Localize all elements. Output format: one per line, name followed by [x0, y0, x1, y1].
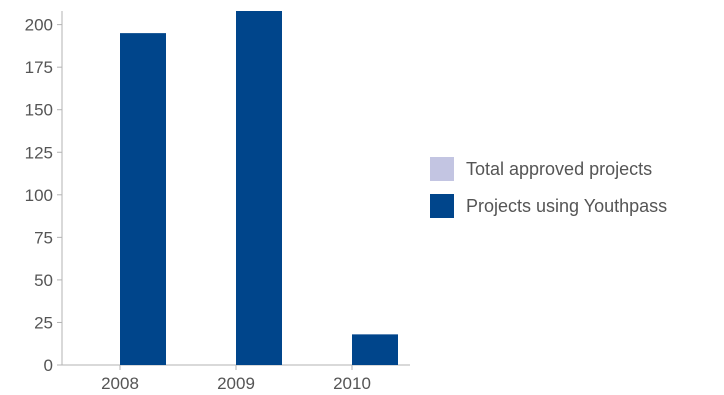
y-tick-label: 50 — [34, 271, 53, 290]
y-tick-label: 100 — [25, 186, 53, 205]
legend-swatch — [430, 157, 454, 181]
x-tick-label: 2009 — [217, 374, 255, 393]
bar-projects-using-youthpass-2008 — [120, 33, 166, 365]
y-tick-label: 150 — [25, 101, 53, 120]
bar-projects-using-youthpass-2009 — [236, 11, 282, 365]
x-tick-label: 2008 — [101, 374, 139, 393]
legend-label: Total approved projects — [466, 159, 652, 179]
y-tick-label: 175 — [25, 58, 53, 77]
legend: Total approved projects Projects using Yo… — [430, 157, 667, 218]
x-tick-label: 2010 — [333, 374, 371, 393]
y-tick-label: 0 — [44, 356, 53, 375]
legend-label: Projects using Youthpass — [466, 196, 667, 216]
y-tick-label: 25 — [34, 313, 53, 332]
legend-swatch — [430, 194, 454, 218]
bars — [120, 11, 398, 365]
y-tick-label: 200 — [25, 16, 53, 35]
y-tick-label: 125 — [25, 143, 53, 162]
bar-projects-using-youthpass-2010 — [352, 334, 398, 365]
y-axis-ticks: 0 25 50 75 100 125 150 175 200 — [25, 16, 62, 375]
y-tick-label: 75 — [34, 228, 53, 247]
x-axis-ticks: 2008 2009 2010 — [101, 365, 371, 393]
